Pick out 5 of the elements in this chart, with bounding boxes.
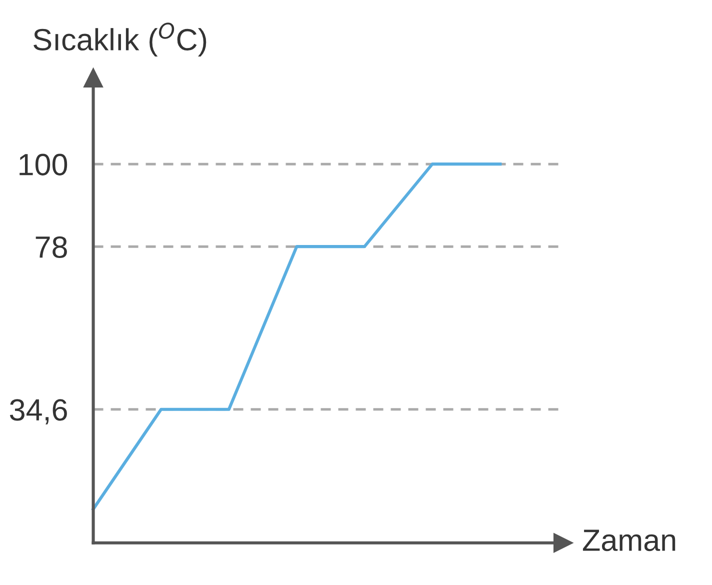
x-axis-title: Zaman	[582, 530, 676, 552]
y-tick-label: 78	[36, 236, 67, 258]
y-tick-label: 100	[20, 154, 68, 176]
y-tick-label: 34,6	[10, 399, 67, 424]
y-axis-title: Sıcaklık ($^{O}$C)	[34, 22, 206, 57]
